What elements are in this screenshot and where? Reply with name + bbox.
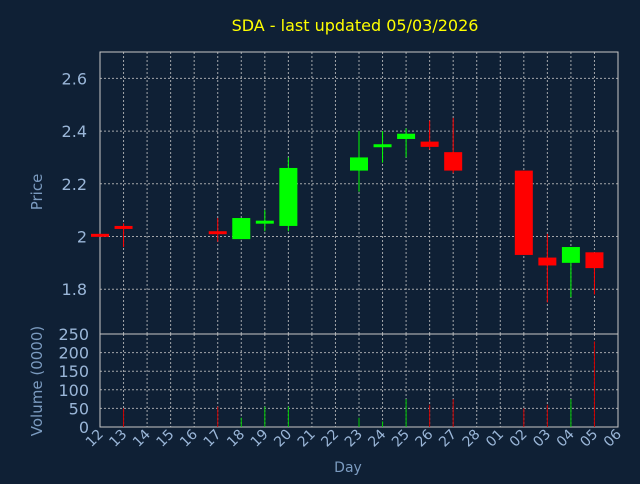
x-tick-label: 24 (365, 426, 389, 450)
price-panel: 1.8 2 2.2 2.4 2.6 (62, 51, 619, 335)
volume-axis-label: Volume (0000) (28, 326, 46, 436)
volume-tick-label: 150 (58, 362, 89, 381)
x-tick-label: 13 (106, 427, 130, 451)
candle-body (420, 141, 439, 147)
x-tick-label: 26 (413, 426, 437, 450)
x-tick-label: 25 (389, 427, 413, 451)
volume-tick-label: 50 (69, 399, 89, 418)
x-tick-label: 02 (507, 427, 531, 451)
candle-body (444, 152, 463, 171)
x-tick-label: 16 (177, 426, 201, 450)
volume-tick-label: 100 (58, 381, 89, 400)
x-tick-label: 27 (436, 427, 460, 451)
x-tick-label: 05 (577, 427, 601, 451)
x-tick-label: 01 (483, 427, 507, 451)
candle-body (232, 218, 251, 240)
x-tick-label: 28 (460, 427, 484, 451)
price-tick-label: 2.4 (62, 122, 87, 141)
price-tick-label: 2.2 (62, 175, 87, 194)
candle-body (538, 257, 557, 266)
x-tick-label: 22 (318, 427, 342, 451)
x-tick-label: 04 (554, 426, 578, 450)
chart-title: SDA - last updated 05/03/2026 (232, 16, 479, 35)
candle-body (208, 231, 227, 235)
x-tick-label: 18 (224, 427, 248, 451)
x-tick-label: 14 (130, 426, 154, 450)
volume-tick-label: 0 (79, 418, 89, 437)
x-tick-label: 17 (201, 427, 225, 451)
x-tick-label: 21 (295, 427, 319, 451)
candle-body (91, 233, 109, 237)
candle-body (279, 167, 298, 226)
price-tick-label: 2.6 (62, 69, 87, 88)
price-tick-label: 2 (77, 227, 87, 246)
x-tick-label: 23 (342, 427, 366, 451)
x-axis: 12 13 14 15 16 17 18 19 20 21 22 23 24 25 26 27 28 01 02 03… (83, 426, 625, 450)
candle-body (561, 247, 580, 263)
x-tick-label: 03 (530, 427, 554, 451)
price-axis-label: Price (28, 174, 46, 211)
x-tick-label: 19 (248, 427, 272, 451)
x-axis-label: Day (334, 460, 362, 476)
candle-body (397, 133, 416, 139)
volume-tick-label: 250 (58, 325, 89, 344)
x-tick-label: 20 (271, 427, 295, 451)
candle-body (255, 220, 274, 224)
candle-body (585, 252, 604, 269)
x-tick-label: 06 (601, 426, 625, 450)
x-tick-label: 15 (154, 427, 178, 451)
candle-body (373, 144, 392, 148)
candle-body (350, 157, 368, 171)
price-tick-label: 1.8 (62, 280, 87, 299)
volume-tick-label: 200 (58, 344, 89, 363)
candle-body (114, 225, 133, 229)
candle-body (514, 170, 533, 255)
